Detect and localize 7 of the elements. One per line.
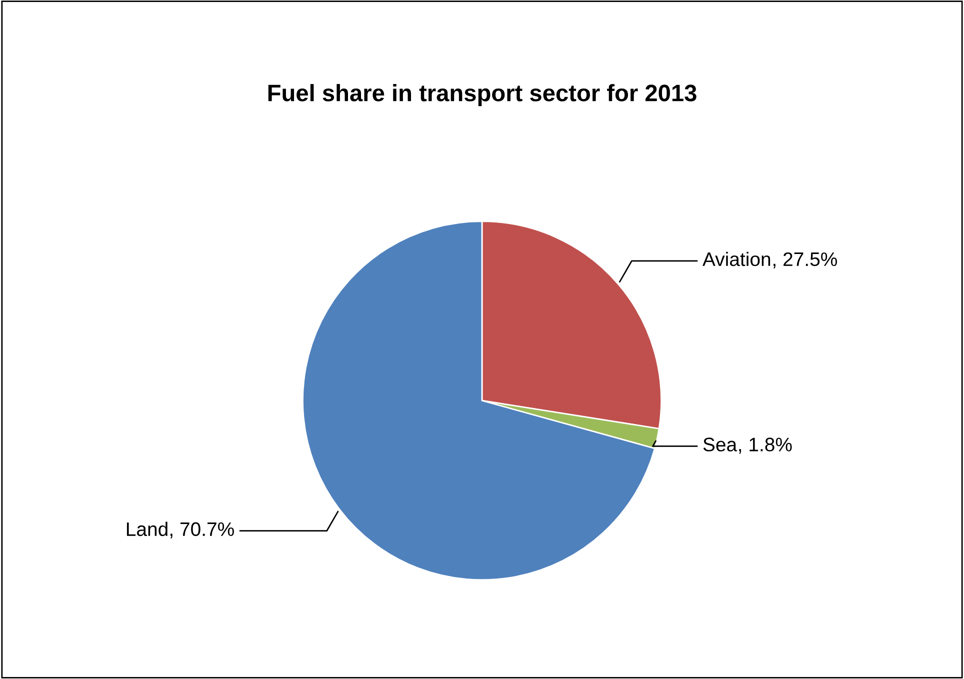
chart-title: Fuel share in transport sector for 2013 (268, 84, 696, 106)
slice-label: Land (126, 522, 168, 536)
data-label: , 27.5% (773, 252, 837, 268)
data-label: , 1.8% (739, 438, 792, 454)
slice-label: Aviation (702, 252, 770, 266)
data-label: , 70.7% (170, 522, 234, 538)
slice-label: Sea (703, 438, 738, 452)
